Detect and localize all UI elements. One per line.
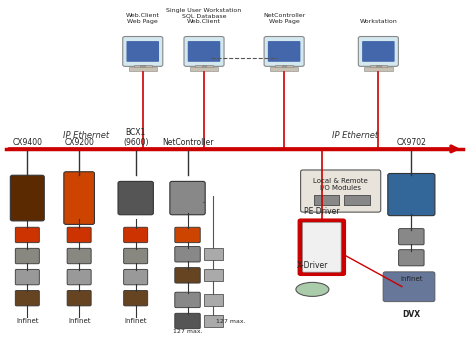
Bar	[282, 65, 286, 70]
Bar	[204, 269, 223, 281]
FancyBboxPatch shape	[124, 248, 148, 264]
FancyBboxPatch shape	[175, 227, 200, 243]
Text: PE Driver: PE Driver	[304, 207, 339, 216]
FancyBboxPatch shape	[67, 227, 91, 243]
Text: CX9400: CX9400	[12, 138, 42, 147]
Bar	[128, 67, 157, 71]
FancyBboxPatch shape	[264, 36, 304, 66]
Text: DVX: DVX	[402, 310, 420, 319]
FancyBboxPatch shape	[268, 41, 301, 62]
FancyBboxPatch shape	[67, 269, 91, 285]
Text: Workstation: Workstation	[359, 19, 397, 24]
FancyBboxPatch shape	[358, 36, 398, 66]
FancyBboxPatch shape	[124, 290, 148, 306]
FancyBboxPatch shape	[362, 41, 395, 62]
Bar	[376, 65, 381, 70]
Bar	[344, 195, 370, 205]
Text: Infinet: Infinet	[400, 276, 423, 282]
FancyBboxPatch shape	[123, 36, 163, 66]
Text: IP Ethernet: IP Ethernet	[332, 131, 378, 140]
Bar	[204, 315, 223, 327]
FancyBboxPatch shape	[175, 292, 200, 308]
Bar	[190, 67, 218, 71]
Text: Infinet: Infinet	[125, 318, 147, 324]
Bar	[364, 67, 392, 71]
FancyBboxPatch shape	[67, 248, 91, 264]
FancyBboxPatch shape	[124, 269, 148, 285]
FancyBboxPatch shape	[10, 175, 44, 221]
FancyBboxPatch shape	[15, 269, 39, 285]
Bar	[201, 65, 206, 70]
Text: IP Ethernet: IP Ethernet	[63, 131, 109, 140]
Text: BCX1
(9600): BCX1 (9600)	[123, 128, 148, 147]
FancyBboxPatch shape	[383, 272, 435, 302]
FancyBboxPatch shape	[15, 290, 39, 306]
Text: NetController: NetController	[162, 138, 213, 147]
Text: CX9702: CX9702	[396, 138, 426, 147]
FancyBboxPatch shape	[170, 181, 205, 215]
Text: NetController
Web Page: NetController Web Page	[263, 13, 305, 24]
Text: 127 max.: 127 max.	[216, 319, 246, 324]
FancyBboxPatch shape	[67, 290, 91, 306]
FancyBboxPatch shape	[127, 41, 159, 62]
FancyBboxPatch shape	[302, 222, 341, 272]
Bar	[370, 65, 387, 70]
FancyBboxPatch shape	[124, 227, 148, 243]
Text: CX9200: CX9200	[64, 138, 94, 147]
FancyBboxPatch shape	[118, 181, 154, 215]
Text: 127 max.: 127 max.	[173, 329, 202, 334]
Bar	[195, 65, 213, 70]
Ellipse shape	[296, 282, 329, 296]
FancyBboxPatch shape	[301, 170, 381, 212]
Bar	[314, 195, 339, 205]
FancyBboxPatch shape	[175, 313, 200, 329]
Text: Single User Workstation
SQL Database
Web.Client: Single User Workstation SQL Database Web…	[166, 8, 242, 24]
FancyBboxPatch shape	[175, 246, 200, 262]
Text: X-Driver: X-Driver	[297, 261, 328, 270]
FancyBboxPatch shape	[184, 36, 224, 66]
FancyBboxPatch shape	[15, 227, 39, 243]
FancyBboxPatch shape	[399, 229, 424, 245]
Bar	[204, 294, 223, 306]
FancyBboxPatch shape	[64, 172, 94, 224]
Bar	[314, 195, 339, 205]
Bar	[344, 195, 370, 205]
Bar	[134, 65, 152, 70]
Bar	[275, 65, 293, 70]
FancyBboxPatch shape	[388, 173, 435, 216]
FancyBboxPatch shape	[175, 268, 200, 283]
Text: Infinet: Infinet	[68, 318, 91, 324]
FancyBboxPatch shape	[188, 41, 220, 62]
FancyBboxPatch shape	[399, 250, 424, 266]
Text: Local & Remote
I/O Modules: Local & Remote I/O Modules	[313, 177, 368, 190]
Text: Infinet: Infinet	[16, 318, 38, 324]
Text: Web.Client
Web Page: Web.Client Web Page	[126, 13, 160, 24]
FancyBboxPatch shape	[15, 248, 39, 264]
FancyBboxPatch shape	[298, 219, 346, 275]
Bar	[270, 67, 298, 71]
Bar	[140, 65, 145, 70]
Bar	[204, 248, 223, 261]
